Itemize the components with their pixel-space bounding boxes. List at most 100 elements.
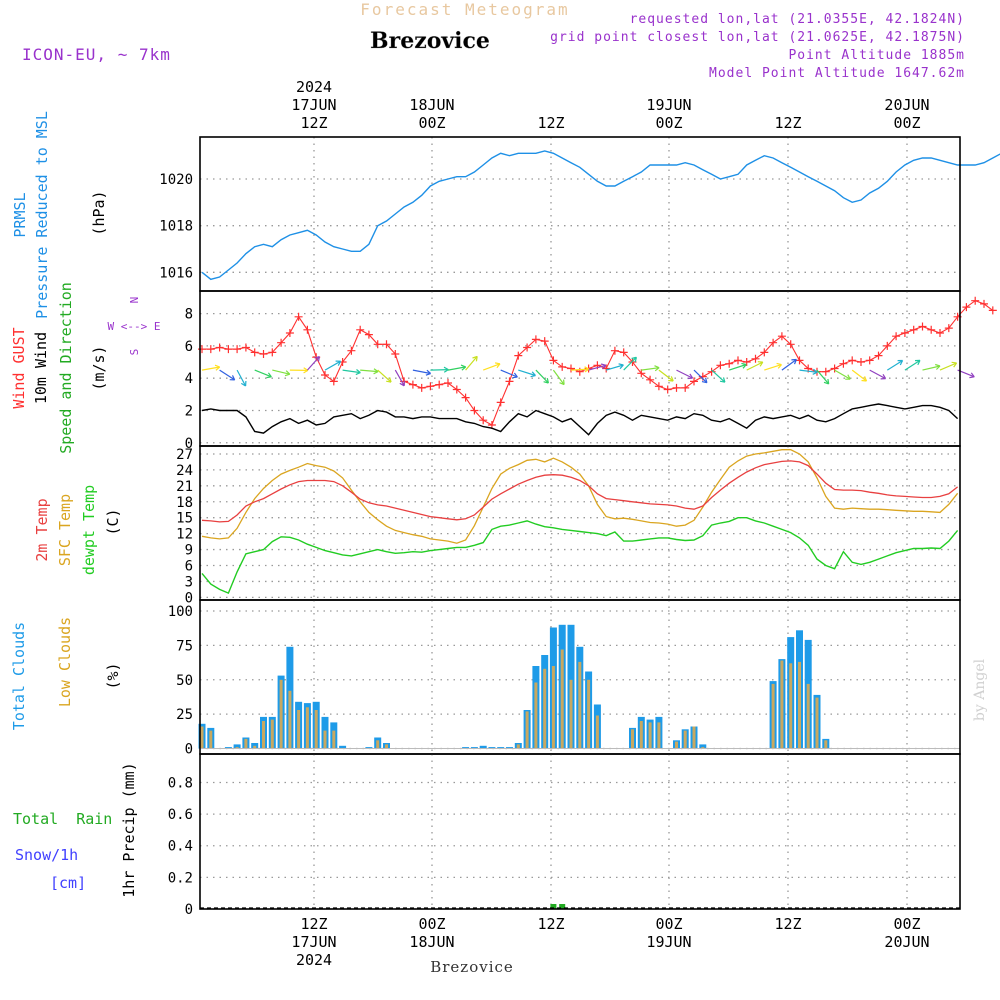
y-tick-label: 0 bbox=[185, 742, 193, 758]
gust-point bbox=[444, 379, 452, 387]
gust-point bbox=[417, 383, 426, 392]
gust-point bbox=[215, 343, 224, 352]
wind-arrow bbox=[834, 369, 851, 380]
gust-point bbox=[514, 351, 523, 360]
gust-point bbox=[461, 393, 470, 402]
y-tick-label: 6 bbox=[185, 558, 193, 574]
total-clouds-bar bbox=[462, 747, 470, 749]
top-time-label: 12Z bbox=[774, 114, 801, 132]
y-tick-label: 100 bbox=[168, 604, 193, 620]
footer-station: Brezovice bbox=[430, 958, 514, 976]
wind-arrow bbox=[219, 369, 236, 381]
gust-point bbox=[523, 343, 532, 352]
rain-bar bbox=[550, 904, 557, 909]
bottom-time-label: 19JUN bbox=[646, 933, 691, 951]
precip-panel: 0 0.2 0.4 0.6 0.8 bbox=[168, 753, 961, 918]
gust-point bbox=[980, 299, 988, 308]
bottom-time-label: 17JUN bbox=[291, 933, 336, 951]
low-clouds-bar bbox=[648, 722, 652, 749]
wind-arrow-head bbox=[969, 372, 975, 379]
wind-arrow-head bbox=[472, 355, 478, 362]
wind-arrow bbox=[693, 369, 708, 384]
low-clouds-bar bbox=[569, 679, 573, 749]
gust-point bbox=[681, 383, 690, 392]
gust-point bbox=[769, 338, 778, 347]
low-clouds-bar bbox=[657, 722, 661, 749]
wind-arrow bbox=[447, 366, 466, 371]
wind-arrow-head bbox=[443, 366, 449, 373]
ylabel-prmsl-long: Pressure Reduced to MSL bbox=[33, 111, 51, 319]
ylabel-speed-dir: Speed and Direction bbox=[57, 282, 75, 454]
wind-arrow-head bbox=[399, 380, 405, 387]
gust-point bbox=[470, 406, 479, 415]
rain-bar bbox=[559, 904, 566, 909]
gust-point bbox=[285, 329, 294, 337]
gust-point bbox=[610, 346, 619, 355]
wind-arrow-head bbox=[880, 373, 887, 380]
y-tick-label: 9 bbox=[185, 543, 193, 559]
wind-arrow bbox=[324, 360, 341, 371]
low-clouds-bar bbox=[543, 668, 547, 749]
gust-point bbox=[725, 359, 734, 368]
wind-arrow bbox=[799, 369, 818, 373]
low-clouds-bar bbox=[279, 679, 283, 749]
y-tick-label: 24 bbox=[176, 463, 193, 479]
gust-point bbox=[268, 348, 277, 357]
top-time-label: 19JUN bbox=[646, 96, 691, 114]
low-clouds-bar bbox=[525, 711, 529, 749]
gust-point bbox=[857, 358, 865, 366]
gust-point bbox=[760, 348, 769, 357]
wind-arrow bbox=[764, 364, 782, 371]
wind-arrow bbox=[922, 365, 941, 371]
wind-arrow-head bbox=[530, 371, 536, 378]
low-clouds-bar bbox=[675, 741, 678, 749]
wind-arrow-head bbox=[460, 364, 467, 371]
gust-point bbox=[786, 340, 795, 349]
total-clouds-bar bbox=[479, 745, 487, 749]
wind-arrow-head bbox=[425, 369, 431, 376]
bottom-time-label: 20JUN bbox=[884, 933, 929, 951]
ylabel-low-clouds: Low Clouds bbox=[56, 617, 74, 707]
low-clouds-bar bbox=[815, 697, 819, 749]
y-tick-label: 0.8 bbox=[168, 775, 193, 791]
wind-arrow-head bbox=[314, 356, 320, 362]
gust-point bbox=[971, 296, 980, 305]
wind-arrow-head bbox=[214, 364, 221, 371]
ylabel-2m-temp: 2m Temp bbox=[33, 498, 51, 561]
low-clouds-bar bbox=[560, 649, 564, 749]
watermark: by Angel bbox=[972, 658, 988, 721]
ylabel-precip: 1hr Precip (mm) bbox=[120, 762, 138, 897]
gust-point bbox=[364, 330, 373, 339]
ylabel-hpa: (hPa) bbox=[90, 190, 108, 235]
gust-point bbox=[637, 369, 646, 378]
y-tick-label: 75 bbox=[176, 638, 193, 654]
gust-point bbox=[452, 385, 461, 394]
total-clouds-bar bbox=[497, 747, 505, 749]
wind-arrow-head bbox=[845, 374, 851, 380]
low-clouds-bar bbox=[551, 666, 555, 749]
wind-arrow bbox=[254, 369, 272, 378]
y-tick-label: 0 bbox=[185, 902, 193, 918]
low-clouds-bar bbox=[534, 682, 538, 749]
gust-point bbox=[567, 364, 575, 373]
wind-arrow bbox=[306, 356, 320, 371]
low-clouds-bar bbox=[332, 730, 336, 749]
low-clouds-bar bbox=[200, 726, 204, 749]
y-tick-label: 2 bbox=[185, 403, 193, 419]
y-tick-label: 1016 bbox=[159, 265, 193, 281]
wind-arrow-head bbox=[741, 362, 747, 369]
wind-arrow-head bbox=[284, 370, 291, 377]
total-clouds-bar bbox=[233, 744, 241, 749]
low-clouds-bar bbox=[798, 661, 801, 749]
gust-point bbox=[865, 356, 874, 365]
pressure-panel: 1016 1018 1020 bbox=[159, 136, 1000, 292]
y-tick-label: 0 bbox=[185, 590, 193, 606]
gust-point bbox=[329, 377, 338, 386]
wind-arrow-head bbox=[935, 363, 941, 370]
low-clouds-bar bbox=[305, 707, 309, 749]
station-title: Brezovice bbox=[370, 28, 490, 54]
gust-point bbox=[918, 322, 927, 331]
y-tick-label: 18 bbox=[176, 495, 193, 511]
wind-arrow-head bbox=[266, 372, 272, 379]
panel-frame bbox=[199, 753, 961, 910]
